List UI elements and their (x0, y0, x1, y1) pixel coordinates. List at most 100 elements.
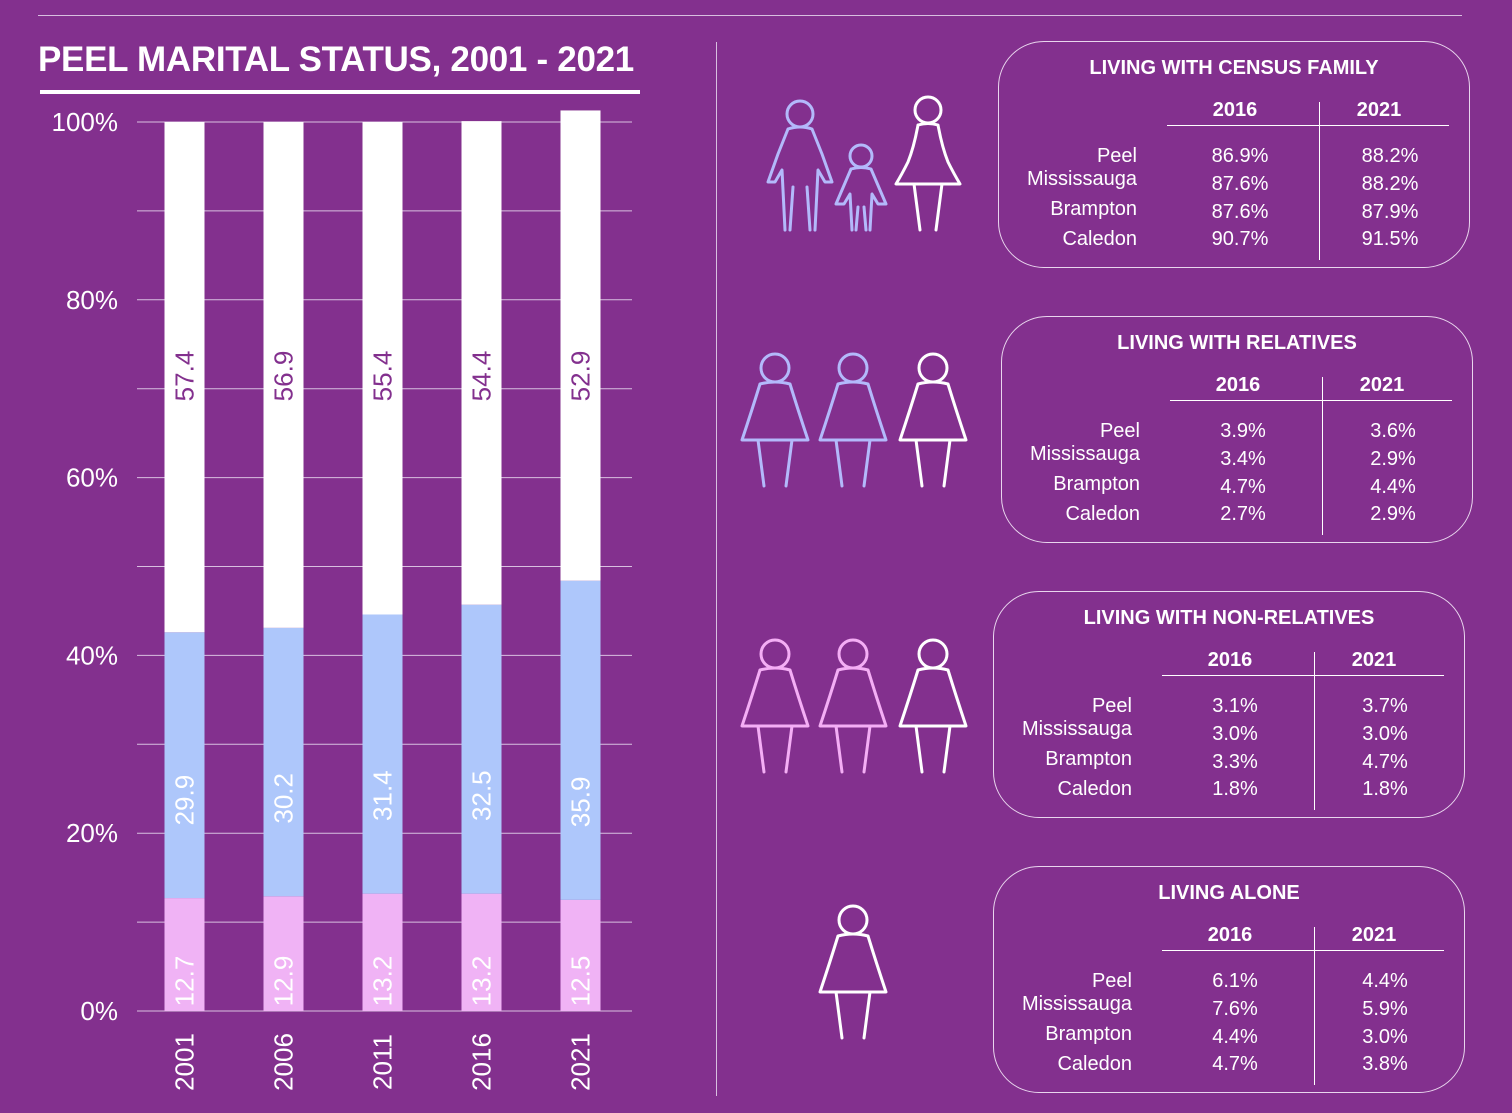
y-tick-label: 80% (66, 285, 118, 315)
bar-segment (164, 122, 205, 633)
y-tick-label: 20% (66, 818, 118, 848)
value-brampton-2021: 87.9% (1361, 201, 1419, 223)
bar-segment (164, 632, 205, 899)
bar-segment (560, 110, 601, 581)
value-peel-2021: 3.7% (1362, 695, 1408, 717)
value-brampton-2016: 4.4% (1212, 1026, 1258, 1048)
column-rule (1314, 652, 1315, 810)
row-label-caledon: Caledon (1062, 228, 1137, 250)
bar-value-label: 13.2 (467, 956, 497, 1007)
relatives-icon (740, 352, 968, 488)
relative-figure-1-icon (740, 352, 810, 488)
y-tick-label: 0% (80, 996, 118, 1026)
value-caledon-2021: 3.8% (1362, 1053, 1408, 1075)
person-alone-icon (818, 904, 888, 1040)
year-header-2021: 2021 (1356, 99, 1402, 121)
header-rule (1162, 950, 1444, 951)
year-header-2021: 2021 (1351, 649, 1397, 671)
x-tick-label: 2006 (269, 1033, 299, 1091)
value-caledon-2021: 2.9% (1370, 503, 1416, 525)
bar-segment (461, 121, 502, 605)
bar-value-label: 55.4 (368, 351, 398, 402)
bar-segment (362, 122, 403, 615)
woman-figure-icon (894, 95, 962, 232)
value-mississauga-2016: 87.6% (1211, 173, 1269, 195)
family-icon (766, 95, 962, 232)
top-rule (38, 15, 1462, 16)
x-tick-label: 2021 (566, 1033, 596, 1091)
bar-segment (164, 898, 205, 1011)
column-rule (1319, 102, 1320, 260)
value-mississauga-2021: 5.9% (1362, 998, 1408, 1020)
chart-title: PEEL MARITAL STATUS, 2001 - 2021 (38, 40, 634, 79)
value-brampton-2021: 3.0% (1362, 1026, 1408, 1048)
value-caledon-2016: 4.7% (1212, 1053, 1258, 1075)
panel-title: LIVING WITH NON-RELATIVES (1083, 607, 1375, 629)
value-caledon-2016: 1.8% (1212, 778, 1258, 800)
bar-value-label: 30.2 (269, 773, 299, 824)
relative-figure-2-icon (818, 352, 888, 488)
bar-value-label: 57.4 (170, 351, 200, 402)
panel-title: LIVING ALONE (1158, 882, 1300, 904)
value-peel-2016: 86.9% (1211, 145, 1269, 167)
bar-value-label: 52.9 (566, 351, 596, 402)
row-label-caledon: Caledon (1057, 1053, 1132, 1075)
bar-value-label: 56.9 (269, 351, 299, 402)
row-label-mississauga: Mississauga (1021, 718, 1132, 740)
column-rule (1314, 927, 1315, 1085)
y-tick-label: 40% (66, 640, 118, 670)
value-brampton-2016: 4.7% (1220, 476, 1266, 498)
bar-segment (461, 893, 502, 1011)
column-divider (716, 42, 717, 1096)
x-tick-label: 2011 (368, 1034, 398, 1090)
year-header-2016: 2016 (1212, 99, 1258, 121)
panel-title: LIVING WITH CENSUS FAMILY (1089, 57, 1379, 79)
value-brampton-2016: 3.3% (1212, 751, 1258, 773)
panel-title: LIVING WITH RELATIVES (1117, 332, 1357, 354)
child-figure-icon (834, 143, 888, 232)
value-mississauga-2021: 88.2% (1361, 173, 1419, 195)
bar-segment (461, 604, 502, 894)
value-peel-2021: 88.2% (1361, 145, 1419, 167)
bar-value-label: 13.2 (368, 956, 398, 1007)
y-tick-label: 100% (52, 107, 119, 137)
stacked-bar-chart: 0% 20% 40% 60% 80% 100% 12.7 29.9 57.4 2001 12.9 30… (52, 107, 632, 1091)
value-brampton-2021: 4.7% (1362, 751, 1408, 773)
value-mississauga-2016: 7.6% (1212, 998, 1258, 1020)
row-label-mississauga: Mississauga (1029, 443, 1140, 465)
row-label-brampton: Brampton (1045, 1023, 1132, 1045)
x-tick-label: 2001 (170, 1033, 200, 1091)
row-label-peel: Peel (1099, 420, 1140, 442)
bar-value-label: 54.4 (467, 351, 497, 402)
year-header-2021: 2021 (1359, 374, 1405, 396)
panel-relatives: LIVING WITH RELATIVES 2016 2021 Peel Mis… (1001, 316, 1473, 543)
value-brampton-2016: 87.6% (1211, 201, 1269, 223)
bar-value-label: 12.7 (170, 956, 200, 1007)
value-mississauga-2016: 3.0% (1212, 723, 1258, 745)
column-rule (1322, 377, 1323, 535)
value-caledon-2021: 1.8% (1362, 778, 1408, 800)
row-label-caledon: Caledon (1057, 778, 1132, 800)
panel-living-alone: LIVING ALONE 2016 2021 Peel Mississauga … (993, 866, 1465, 1093)
row-label-caledon: Caledon (1065, 503, 1140, 525)
row-label-peel: Peel (1096, 145, 1137, 167)
value-caledon-2016: 90.7% (1211, 228, 1269, 250)
value-caledon-2021: 91.5% (1361, 228, 1419, 250)
value-mississauga-2021: 3.0% (1362, 723, 1408, 745)
panel-census-family: LIVING WITH CENSUS FAMILY 2016 2021 Peel… (998, 41, 1470, 268)
value-peel-2016: 6.1% (1212, 970, 1258, 992)
non-relative-figure-1-icon (740, 638, 810, 774)
value-peel-2021: 3.6% (1370, 420, 1416, 442)
panel-non-relatives: LIVING WITH NON-RELATIVES 2016 2021 Peel… (993, 591, 1465, 818)
x-tick-label: 2016 (467, 1033, 497, 1091)
bar-value-label: 12.9 (269, 956, 299, 1007)
row-label-brampton: Brampton (1050, 198, 1137, 220)
value-mississauga-2021: 2.9% (1370, 448, 1416, 470)
row-label-mississauga: Mississauga (1026, 168, 1137, 190)
value-peel-2021: 4.4% (1362, 970, 1408, 992)
non-relative-figure-3-icon (898, 638, 968, 774)
y-tick-label: 60% (66, 463, 118, 493)
value-peel-2016: 3.1% (1212, 695, 1258, 717)
header-rule (1162, 675, 1444, 676)
year-header-2021: 2021 (1351, 924, 1397, 946)
